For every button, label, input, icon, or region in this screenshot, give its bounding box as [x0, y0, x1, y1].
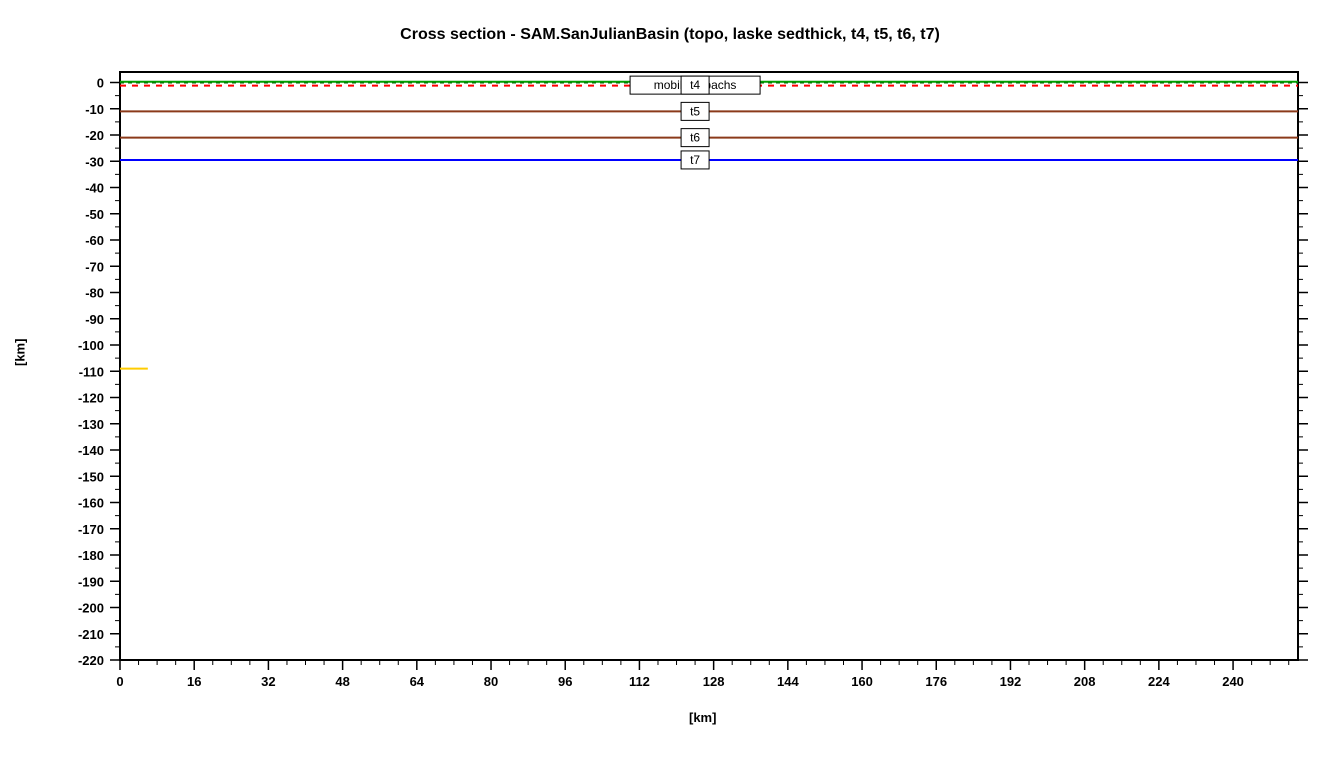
svg-text:-50: -50 — [85, 207, 104, 222]
svg-text:t4: t4 — [690, 78, 700, 92]
svg-text:112: 112 — [629, 674, 650, 689]
svg-text:-120: -120 — [78, 391, 104, 406]
svg-text:16: 16 — [187, 674, 201, 689]
svg-text:192: 192 — [1000, 674, 1022, 689]
svg-text:-190: -190 — [78, 574, 104, 589]
svg-text:-80: -80 — [85, 286, 104, 301]
svg-text:32: 32 — [261, 674, 275, 689]
svg-text:-200: -200 — [78, 601, 104, 616]
y-axis-label: [km] — [13, 339, 28, 366]
svg-text:-100: -100 — [78, 338, 104, 353]
svg-text:t7: t7 — [690, 153, 700, 167]
svg-text:144: 144 — [777, 674, 799, 689]
svg-text:128: 128 — [703, 674, 725, 689]
svg-text:0: 0 — [97, 76, 104, 91]
svg-text:-60: -60 — [85, 233, 104, 248]
svg-text:48: 48 — [335, 674, 349, 689]
svg-text:-40: -40 — [85, 181, 104, 196]
svg-text:80: 80 — [484, 674, 498, 689]
plot-area: 0 16 32 48 64 80 96 112 128 144 160 176 192 208 224 240… — [0, 0, 1340, 757]
svg-text:-30: -30 — [85, 154, 104, 169]
svg-text:-70: -70 — [85, 259, 104, 274]
svg-text:-110: -110 — [79, 364, 104, 379]
svg-text:-170: -170 — [78, 522, 104, 537]
svg-text:240: 240 — [1222, 674, 1244, 689]
svg-text:208: 208 — [1074, 674, 1096, 689]
x-axis-label: [km] — [689, 710, 716, 725]
legend-entry-t4: t4 — [681, 76, 709, 94]
svg-text:-180: -180 — [78, 548, 104, 563]
svg-text:-210: -210 — [78, 627, 104, 642]
svg-text:-160: -160 — [78, 496, 104, 511]
svg-text:64: 64 — [410, 674, 425, 689]
svg-text:-140: -140 — [78, 443, 104, 458]
svg-text:t6: t6 — [690, 131, 700, 145]
svg-text:96: 96 — [558, 674, 572, 689]
svg-text:-90: -90 — [85, 312, 104, 327]
svg-text:176: 176 — [925, 674, 947, 689]
svg-text:224: 224 — [1148, 674, 1170, 689]
svg-text:-150: -150 — [78, 469, 104, 484]
svg-text:t5: t5 — [690, 104, 700, 118]
legend-entry-t5: t5 — [681, 102, 709, 120]
chart-container: Cross section - SAM.SanJulianBasin (topo… — [0, 0, 1340, 757]
legend-entry-t6: t6 — [681, 129, 709, 147]
svg-text:0: 0 — [116, 674, 123, 689]
svg-text:-20: -20 — [85, 128, 104, 143]
legend-entry-t7: t7 — [681, 151, 709, 169]
svg-text:-130: -130 — [78, 417, 104, 432]
svg-text:-10: -10 — [85, 102, 104, 117]
svg-text:160: 160 — [851, 674, 873, 689]
svg-text:-220: -220 — [78, 653, 104, 668]
